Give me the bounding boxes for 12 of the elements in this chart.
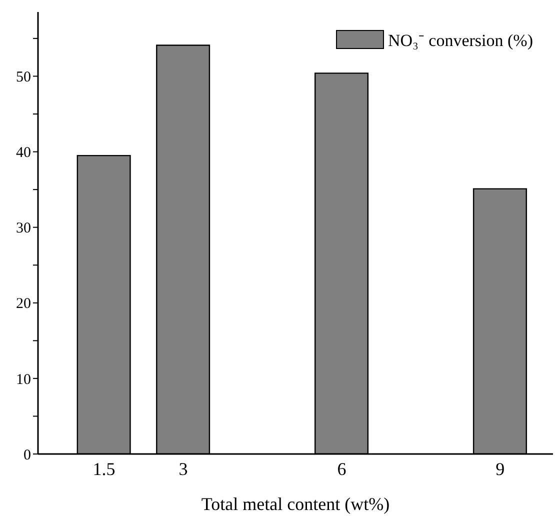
y-tick-label: 20 bbox=[16, 296, 31, 312]
x-tick-label: 1.5 bbox=[92, 458, 116, 479]
x-tick-label: 3 bbox=[178, 458, 188, 479]
x-tick-label: 6 bbox=[337, 458, 346, 479]
y-tick-label: 10 bbox=[16, 372, 31, 388]
y-tick-label: 40 bbox=[16, 145, 31, 162]
x-tick-label: 9 bbox=[496, 458, 505, 479]
x-axis-title: Total metal content (wt%) bbox=[201, 494, 390, 514]
y-tick-label: 50 bbox=[16, 70, 31, 86]
legend-label: NO₃⁻ conversion (%) bbox=[388, 30, 533, 51]
y-tick-label: 0 bbox=[24, 447, 31, 464]
y-tick-label: 30 bbox=[16, 220, 31, 237]
